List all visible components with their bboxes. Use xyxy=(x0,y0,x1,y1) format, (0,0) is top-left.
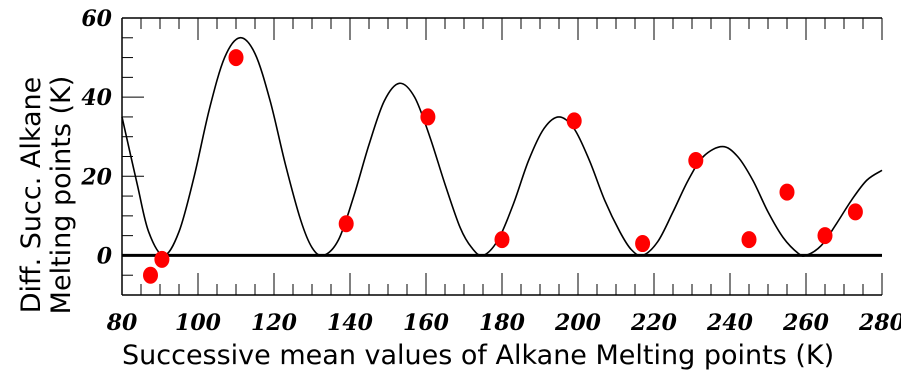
y-tick-label: 0 xyxy=(97,243,113,269)
data-point xyxy=(779,183,795,201)
x-tick-label: 220 xyxy=(630,310,678,336)
data-point xyxy=(154,250,170,268)
x-tick-label: 100 xyxy=(175,310,222,336)
x-axis-title: Successive mean values of Alkane Melting… xyxy=(122,340,834,371)
data-point xyxy=(741,231,757,249)
tick-labels-layer: 80 100 120 140 160 180 200 220 240 260 280 0 20 40 60 xyxy=(80,6,901,336)
data-point xyxy=(420,108,436,126)
y-axis-title-line-1: Diff. Succ. Alkane xyxy=(16,77,47,314)
data-point xyxy=(817,227,833,245)
x-tick-label: 200 xyxy=(554,310,602,336)
x-tick-label: 240 xyxy=(706,310,754,336)
data-point xyxy=(847,203,863,221)
x-tick-label: 160 xyxy=(403,310,450,336)
x-tick-label: 80 xyxy=(106,310,138,336)
x-tick-label: 260 xyxy=(782,310,830,336)
axes xyxy=(121,17,883,296)
data-point xyxy=(494,231,510,249)
x-tick-label: 120 xyxy=(251,310,298,336)
x-tick-label: 280 xyxy=(858,310,901,336)
x-tick-label: 140 xyxy=(327,310,374,336)
data-point xyxy=(635,235,651,253)
y-axis-title-line-2: Melting points (K) xyxy=(46,76,77,315)
data-point xyxy=(228,49,244,67)
y-tick-label: 20 xyxy=(80,164,112,190)
data-point xyxy=(566,112,582,130)
x-tick-label: 180 xyxy=(479,310,526,336)
y-tick-label: 40 xyxy=(81,85,112,111)
data-point xyxy=(143,266,158,284)
y-tick-label: 60 xyxy=(81,6,112,32)
data-point xyxy=(688,151,704,169)
data-points-layer xyxy=(143,49,863,284)
data-point xyxy=(338,215,354,233)
fit-curve-layer xyxy=(121,36,883,257)
fit-curve xyxy=(121,36,883,257)
